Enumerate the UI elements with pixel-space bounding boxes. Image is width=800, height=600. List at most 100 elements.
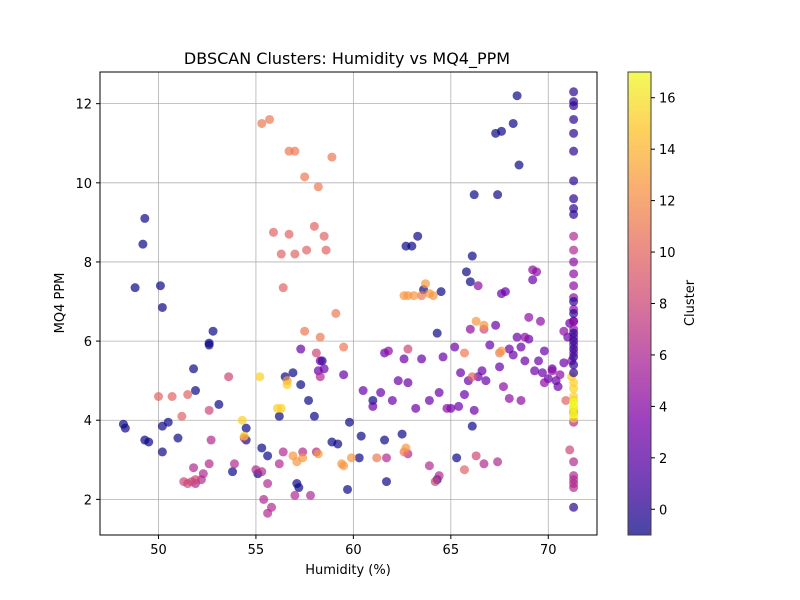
data-point <box>183 390 193 400</box>
data-point <box>309 411 319 421</box>
colorbar: 0 2 4 6 8 10 12 14 16 <box>627 71 676 536</box>
data-point <box>496 346 506 356</box>
data-point <box>496 126 506 136</box>
data-point <box>376 388 386 398</box>
data-point <box>167 391 177 401</box>
data-point <box>569 368 579 378</box>
colorbar-label: Cluster <box>683 279 698 326</box>
data-point <box>508 350 518 360</box>
data-point <box>401 443 411 453</box>
colorbar-tick-label: 4 <box>659 400 667 415</box>
data-point <box>508 118 518 128</box>
data-point <box>315 332 325 342</box>
data-point <box>409 291 419 301</box>
data-point <box>569 97 579 107</box>
colorbar-tick-label: 6 <box>659 349 667 364</box>
y-tick-label: 10 <box>75 177 92 192</box>
plot-area: 50 55 60 65 70 2 4 6 8 10 12 <box>75 71 598 558</box>
cluster-series <box>569 87 579 512</box>
data-point <box>520 332 530 342</box>
data-point <box>344 417 354 427</box>
data-point <box>469 190 479 200</box>
data-point <box>206 435 216 445</box>
data-point <box>255 372 265 382</box>
data-point <box>520 356 530 366</box>
data-point <box>204 459 214 469</box>
data-point <box>311 348 321 358</box>
data-point <box>424 461 434 471</box>
data-point <box>565 445 575 455</box>
data-point <box>553 382 563 392</box>
data-point <box>555 370 565 380</box>
data-point <box>214 399 224 409</box>
data-point <box>257 118 267 128</box>
data-point <box>530 366 540 376</box>
data-point <box>327 152 337 162</box>
data-point <box>569 231 579 241</box>
data-point <box>173 433 183 443</box>
colorbar-tick-label: 14 <box>659 143 676 158</box>
data-point <box>189 364 199 374</box>
data-point <box>535 316 545 326</box>
x-axis-label: Humidity (%) <box>305 563 391 578</box>
data-point <box>452 453 462 463</box>
data-point <box>157 302 167 312</box>
data-point <box>569 378 579 388</box>
data-point <box>403 378 413 388</box>
data-point <box>191 386 201 396</box>
data-point <box>204 340 214 350</box>
data-point <box>465 277 475 287</box>
data-point <box>477 366 487 376</box>
data-point <box>138 239 148 249</box>
data-point <box>257 443 267 453</box>
data-point <box>481 376 491 386</box>
data-point <box>471 316 481 326</box>
data-point <box>298 453 308 463</box>
data-point <box>319 231 329 241</box>
data-point <box>512 332 522 342</box>
data-point <box>471 451 481 461</box>
x-tick-label: 55 <box>248 543 265 558</box>
grid-lines <box>100 72 597 535</box>
data-point <box>569 281 579 291</box>
data-point <box>438 352 448 362</box>
data-point <box>569 502 579 512</box>
data-point <box>315 356 325 366</box>
colorbar-tick-label: 12 <box>659 195 676 210</box>
data-point <box>333 439 343 449</box>
data-point <box>358 386 368 396</box>
data-point <box>339 461 349 471</box>
data-point <box>399 354 409 364</box>
data-point <box>346 453 356 463</box>
data-point <box>569 344 579 354</box>
data-point <box>569 409 579 419</box>
data-point <box>397 429 407 439</box>
data-point <box>569 128 579 138</box>
y-axis-ticks: 2 4 6 8 10 12 <box>75 98 100 508</box>
data-point <box>313 182 323 192</box>
data-point <box>493 457 503 467</box>
data-point <box>319 364 329 374</box>
data-point <box>461 267 471 277</box>
data-point <box>454 401 464 411</box>
data-point <box>403 344 413 354</box>
data-point <box>500 287 510 297</box>
data-point <box>288 368 298 378</box>
data-point <box>569 114 579 124</box>
data-point <box>559 358 569 368</box>
data-point <box>539 346 549 356</box>
data-point <box>485 340 495 350</box>
data-point <box>561 395 571 405</box>
data-point <box>537 368 547 378</box>
data-point <box>569 204 579 214</box>
data-point <box>504 393 514 403</box>
data-point <box>469 405 479 415</box>
x-tick-label: 65 <box>443 543 460 558</box>
data-point <box>569 245 579 255</box>
plot-frame <box>100 72 597 535</box>
data-point <box>569 176 579 186</box>
data-point <box>569 87 579 97</box>
data-point <box>456 368 466 378</box>
data-point <box>473 281 483 291</box>
data-point <box>305 490 315 500</box>
